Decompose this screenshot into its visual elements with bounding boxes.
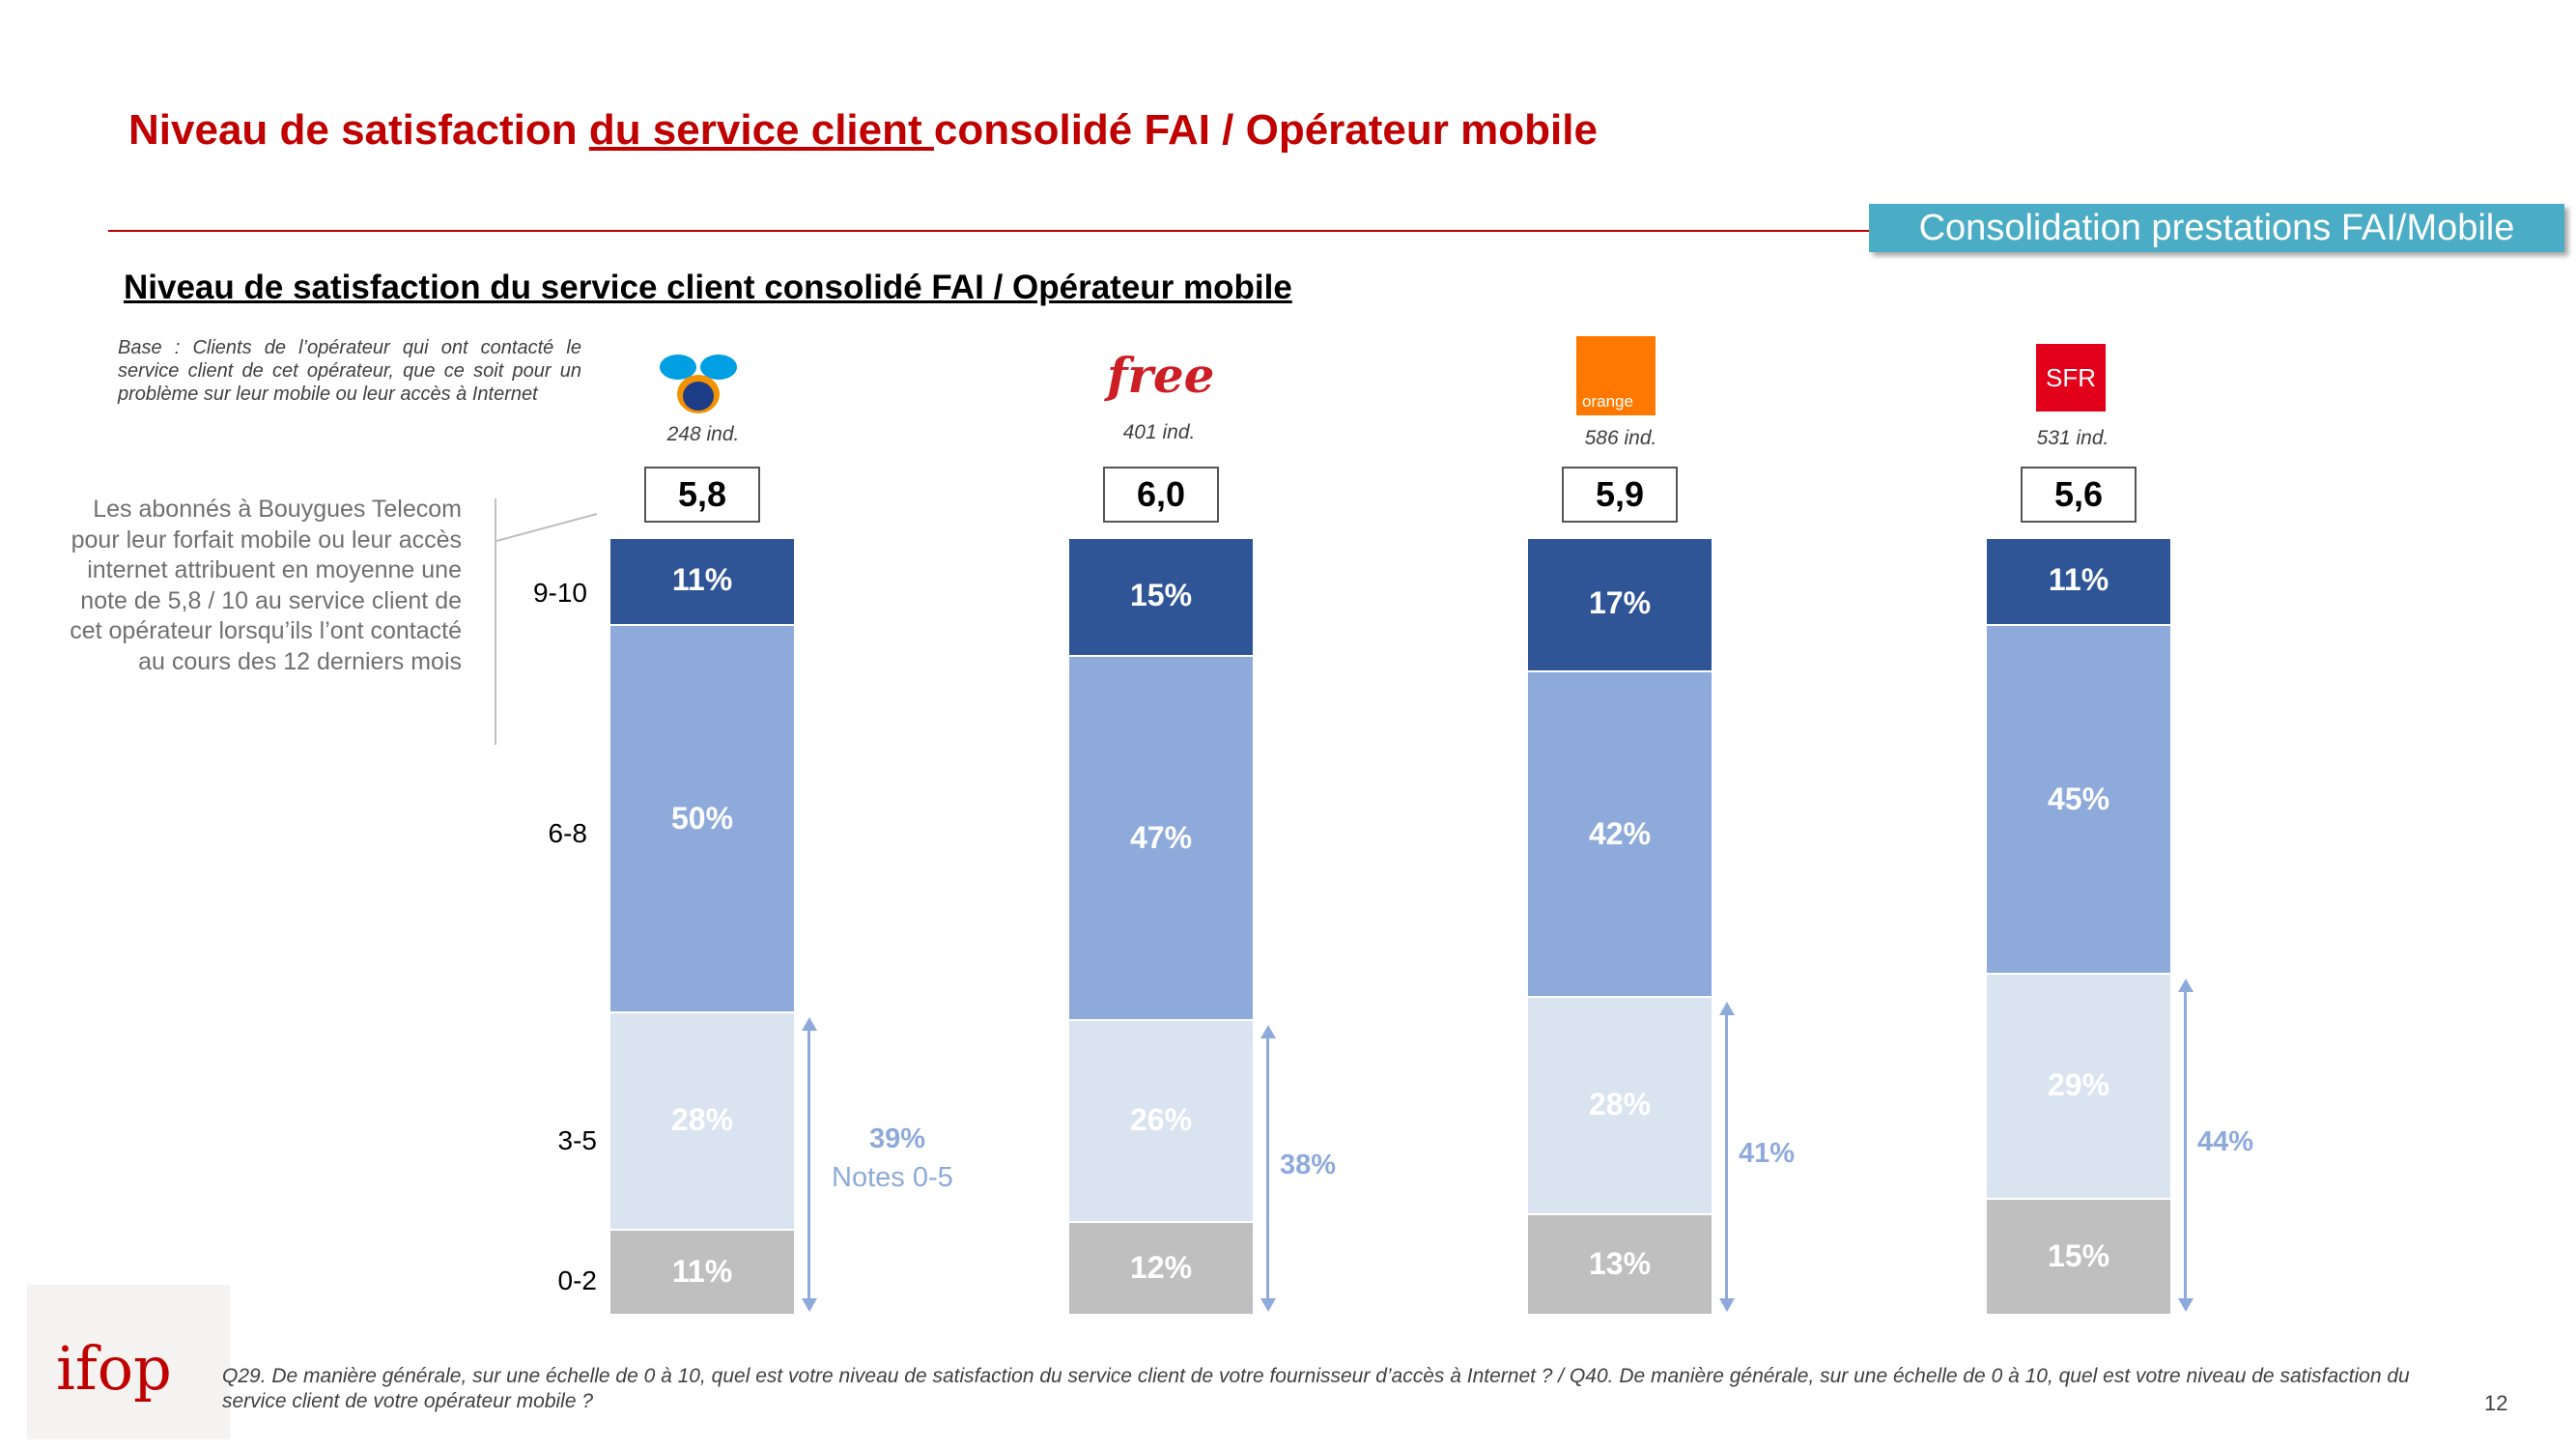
title-part-3: consolidé FAI / Opérateur mobile: [933, 106, 1598, 154]
data-label-sfr-6-8: 45%: [2047, 781, 2110, 816]
bar-segment-free-6-8: 47%: [1069, 655, 1253, 1020]
bar-segment-orange-0-2: 13%: [1528, 1212, 1712, 1314]
base-note: Base : Clients de l’opérateur qui ont co…: [118, 337, 581, 405]
data-label-free-0-2: 12%: [1129, 1249, 1193, 1285]
bracket-arrow-up-orange: [1718, 1002, 1735, 1016]
bracket-arrow-up-bouygues: [801, 1017, 817, 1032]
sample-free: 401 ind.: [1122, 421, 1196, 443]
orange-logo-text: orange: [1582, 392, 1633, 411]
orange-logo: orange: [1576, 336, 1656, 415]
data-label-orange-3-5: 28%: [1588, 1087, 1652, 1122]
bar-segment-free-0-2: 12%: [1069, 1220, 1253, 1314]
title-part-underlined: du service client: [588, 106, 934, 154]
sfr-logo: SFR: [2036, 344, 2106, 412]
bar-segment-orange-6-8: 42%: [1528, 670, 1712, 997]
bar-segment-free-3-5: 26%: [1069, 1019, 1253, 1221]
bracket-arrow-down-sfr: [2177, 1298, 2194, 1312]
bar-segment-bouygues-6-8: 50%: [610, 624, 794, 1012]
sample-bouygues: 248 ind.: [666, 423, 740, 445]
bracket-arrow-up-sfr: [2177, 979, 2194, 993]
sfr-logo-text: SFR: [2046, 363, 2096, 392]
bracket-arrow-down-orange: [1718, 1298, 1735, 1312]
notes-0-5-value-orange: 41%: [1739, 1137, 1796, 1169]
category-label-0-2: 0-2: [557, 1265, 597, 1295]
question-footnote: Q29. De manière générale, sur une échell…: [222, 1365, 2410, 1412]
data-label-orange-0-2: 13%: [1588, 1245, 1652, 1281]
category-label-6-8: 6-8: [548, 818, 587, 848]
bracket-line-sfr: [2184, 990, 2187, 1300]
page-number: 12: [2484, 1391, 2508, 1415]
bar-segment-sfr-0-2: 15%: [1987, 1197, 2170, 1314]
ifop-logo: ifop: [56, 1333, 172, 1404]
data-label-bouygues-6-8: 50%: [670, 800, 734, 836]
ifop-logo-text: ifop: [56, 1333, 172, 1404]
bar-segment-bouygues-3-5: 28%: [610, 1011, 794, 1229]
bar-segment-sfr-6-8: 45%: [1987, 624, 2170, 974]
title-part-1: Niveau de satisfaction: [128, 106, 589, 154]
bar-segment-sfr-9-10: 11%: [1987, 539, 2170, 625]
bracket-arrow-down-bouygues: [801, 1298, 817, 1312]
data-label-free-3-5: 26%: [1129, 1102, 1193, 1138]
score-box-bouygues: 5,8: [644, 467, 760, 523]
bar-segment-free-9-10: 15%: [1069, 539, 1253, 656]
data-label-free-9-10: 15%: [1129, 578, 1193, 613]
ifop-logo-box: ifop: [27, 1285, 230, 1439]
notes-0-5-value-bouygues: 39%: [869, 1122, 926, 1154]
chart-subtitle: Niveau de satisfaction du service client…: [124, 269, 1292, 306]
bracket-arrow-up-free: [1260, 1025, 1276, 1039]
data-label-sfr-9-10: 11%: [2048, 562, 2109, 598]
free-logo-text: free: [1104, 350, 1214, 404]
data-label-bouygues-0-2: 11%: [671, 1253, 733, 1289]
title-rule: [108, 230, 1876, 232]
data-label-free-6-8: 47%: [1129, 819, 1193, 855]
score-box-free: 6,0: [1103, 467, 1219, 523]
data-label-orange-9-10: 17%: [1588, 585, 1652, 621]
data-label-bouygues-9-10: 11%: [671, 562, 733, 598]
sample-sfr: 531 ind.: [2036, 427, 2109, 449]
notes-0-5-value-free: 38%: [1280, 1149, 1337, 1180]
bar-segment-sfr-3-5: 29%: [1987, 973, 2170, 1198]
bar-segment-bouygues-0-2: 11%: [610, 1228, 794, 1314]
section-tag: Consolidation prestations FAI/Mobile: [1869, 204, 2564, 252]
free-logo: free: [1104, 350, 1214, 404]
bouygues-logo: [660, 355, 737, 413]
bracket-line-free: [1266, 1037, 1269, 1300]
category-label-3-5: 3-5: [557, 1125, 597, 1155]
callout-text: Les abonnés à Bouygues Telecom pour leur…: [70, 496, 462, 675]
category-label-9-10: 9-10: [532, 578, 587, 608]
bar-segment-bouygues-9-10: 11%: [610, 539, 794, 625]
data-label-orange-6-8: 42%: [1588, 815, 1652, 851]
bar-segment-orange-9-10: 17%: [1528, 539, 1712, 671]
callout-line: [495, 498, 496, 745]
bracket-line-bouygues: [807, 1029, 810, 1300]
bracket-arrow-down-free: [1260, 1298, 1276, 1312]
score-box-sfr: 5,6: [2021, 467, 2137, 523]
bracket-line-orange: [1725, 1013, 1728, 1300]
data-label-sfr-0-2: 15%: [2047, 1237, 2110, 1273]
score-box-orange: 5,9: [1562, 467, 1678, 523]
notes-0-5-value-sfr: 44%: [2197, 1125, 2254, 1157]
page-title: Niveau de satisfaction du service client…: [128, 106, 1598, 155]
bar-segment-orange-3-5: 28%: [1528, 996, 1712, 1213]
data-label-sfr-3-5: 29%: [2047, 1067, 2110, 1103]
data-label-bouygues-3-5: 28%: [670, 1102, 734, 1138]
notes-0-5-label: Notes 0-5: [832, 1161, 953, 1193]
sample-orange: 586 ind.: [1584, 427, 1657, 449]
